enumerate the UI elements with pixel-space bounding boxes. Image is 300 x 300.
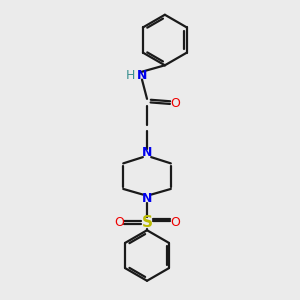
Text: N: N [137, 69, 147, 82]
Text: S: S [142, 215, 152, 230]
Text: O: O [114, 216, 124, 229]
Text: O: O [170, 216, 180, 229]
Text: N: N [142, 146, 152, 160]
Text: O: O [170, 98, 180, 110]
Text: H: H [125, 69, 135, 82]
Text: N: N [142, 192, 152, 205]
